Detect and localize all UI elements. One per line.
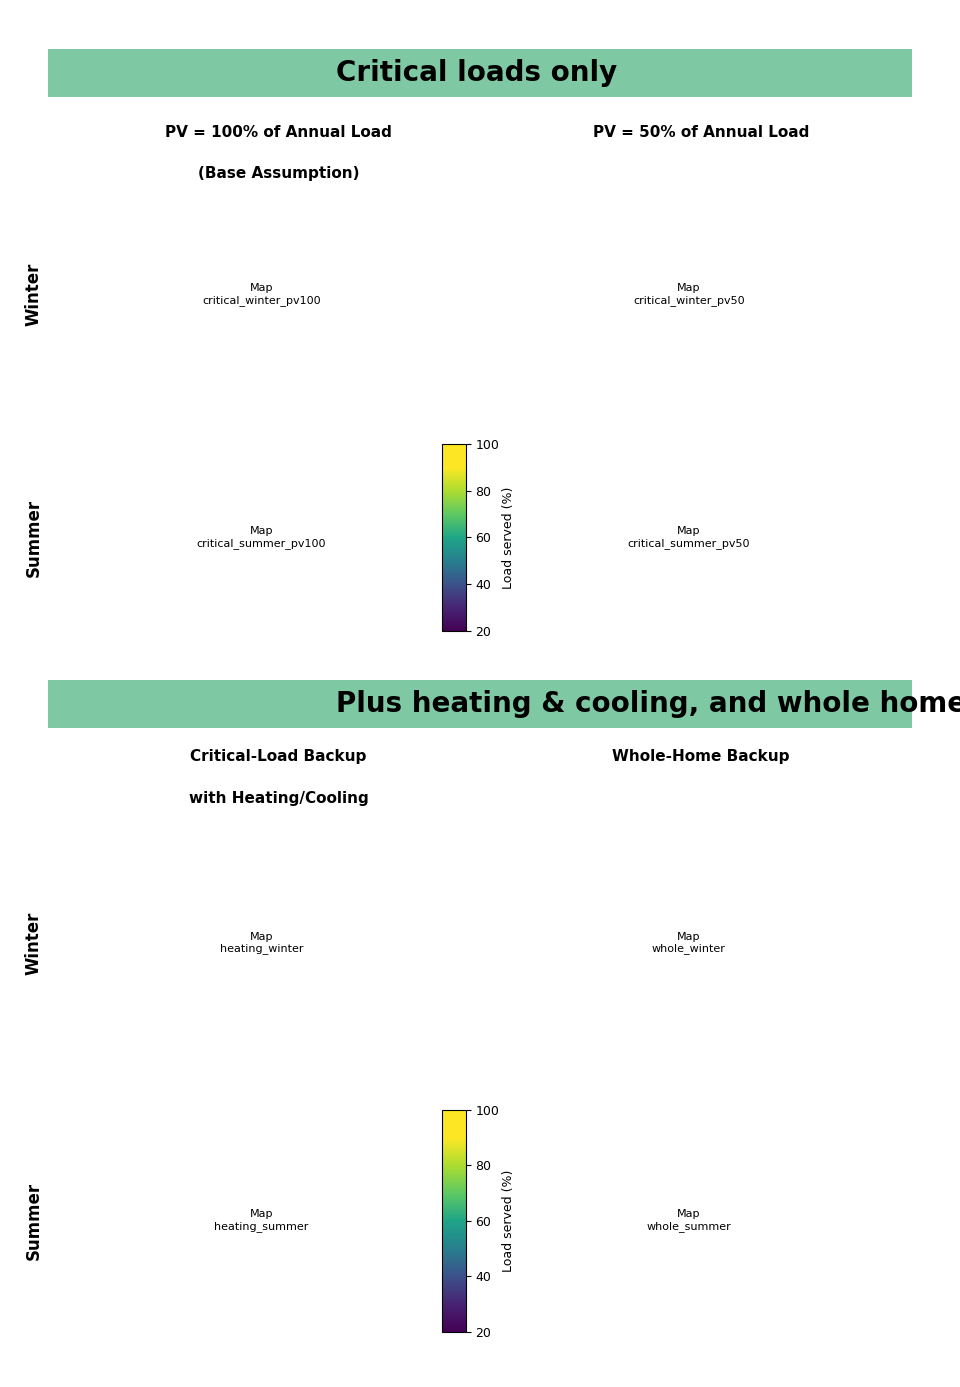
Text: Winter: Winter [25, 911, 42, 975]
Text: Critical-Load Backup: Critical-Load Backup [190, 749, 367, 764]
Text: with Heating/Cooling: with Heating/Cooling [188, 791, 369, 806]
Text: Map
whole_summer: Map whole_summer [646, 1209, 732, 1232]
Text: Map
critical_summer_pv100: Map critical_summer_pv100 [197, 526, 326, 549]
Text: Summer: Summer [25, 1182, 42, 1259]
Text: Summer: Summer [25, 498, 42, 577]
Text: Map
critical_summer_pv50: Map critical_summer_pv50 [628, 526, 750, 549]
Text: Whole-Home Backup: Whole-Home Backup [612, 749, 789, 764]
Text: Map
whole_winter: Map whole_winter [652, 932, 726, 954]
Text: Map
heating_winter: Map heating_winter [220, 932, 303, 954]
Text: Winter: Winter [25, 264, 42, 326]
Text: Map
critical_winter_pv100: Map critical_winter_pv100 [203, 283, 321, 307]
Text: Map
heating_summer: Map heating_summer [214, 1209, 309, 1232]
Text: PV = 50% of Annual Load: PV = 50% of Annual Load [592, 125, 809, 140]
Text: Map
critical_winter_pv50: Map critical_winter_pv50 [633, 283, 745, 307]
Text: (Base Assumption): (Base Assumption) [198, 166, 359, 182]
Y-axis label: Load served (%): Load served (%) [502, 487, 515, 588]
Text: PV = 100% of Annual Load: PV = 100% of Annual Load [165, 125, 392, 140]
Text: Plus heating & cooling, and whole home: Plus heating & cooling, and whole home [336, 689, 960, 718]
Y-axis label: Load served (%): Load served (%) [502, 1169, 515, 1272]
Text: Critical loads only: Critical loads only [336, 58, 617, 87]
